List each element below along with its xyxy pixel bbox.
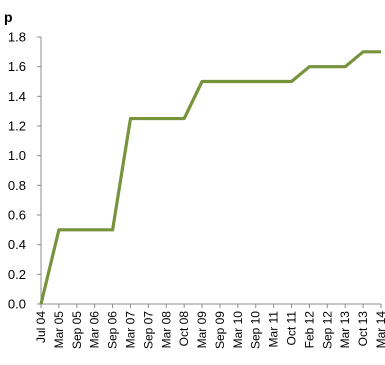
x-tick-label: Mar 07	[123, 311, 137, 349]
y-axis: 0.0 0.2 0.4 0.6 0.8 1.0 1.2 1.4 1.6 1.8	[8, 30, 42, 312]
data-point	[111, 228, 114, 231]
data-point	[344, 65, 347, 68]
x-tick-label: Sep 10	[249, 311, 263, 349]
x-tick-label: Oct 13	[356, 311, 370, 347]
data-point	[57, 228, 60, 231]
y-tick-label: 0.8	[8, 178, 26, 193]
data-point	[201, 80, 204, 83]
data-point	[40, 303, 43, 306]
data-point	[290, 80, 293, 83]
data-point	[362, 50, 365, 53]
x-tick-label: Mar 14	[374, 311, 385, 349]
x-tick-label: Mar 09	[195, 311, 209, 349]
data-point	[380, 50, 383, 53]
y-unit-label: p	[4, 9, 13, 25]
x-tick-label: Jul 04	[34, 311, 48, 343]
x-tick-label: Mar 05	[52, 311, 66, 349]
x-tick-label: Mar 11	[267, 311, 281, 348]
data-point	[218, 80, 221, 83]
data-point	[183, 117, 186, 120]
y-tick-label: 0.2	[8, 267, 26, 282]
y-tick-label: 0.4	[8, 237, 26, 252]
data-point	[75, 228, 78, 231]
x-axis: Jul 04 Mar 05 Sep 05 Mar 06 Sep 06 Mar 07 Sep …	[34, 303, 385, 349]
x-tick-label: Mar 13	[338, 311, 352, 349]
x-tick-label: Mar 06	[88, 311, 102, 349]
y-tick-label: 1.6	[8, 59, 26, 74]
x-tick-label: Oct 11	[285, 311, 299, 346]
x-tick-label: Sep 12	[320, 311, 334, 349]
data-point	[165, 117, 168, 120]
y-tick-label: 0.6	[8, 208, 26, 223]
x-tick-label: Sep 07	[141, 311, 155, 349]
x-tick-label: Feb 12	[302, 311, 316, 349]
x-tick-label: Mar 10	[231, 311, 245, 349]
series-layer	[39, 50, 383, 306]
y-tick-label: 1.8	[8, 30, 26, 45]
data-point	[93, 228, 96, 231]
x-tick-label: Sep 05	[70, 311, 84, 349]
data-point	[236, 80, 239, 83]
data-point	[308, 65, 311, 68]
y-tick-label: 0.0	[8, 297, 26, 312]
data-point	[147, 117, 150, 120]
x-tick-label: Oct 08	[177, 311, 191, 347]
y-tick-label: 1.2	[8, 119, 26, 134]
x-tick-label: Sep 09	[213, 311, 227, 349]
x-tick-label: Mar 08	[159, 311, 173, 349]
y-tick-label: 1.4	[8, 89, 26, 104]
series-line	[39, 50, 381, 305]
data-point	[272, 80, 275, 83]
y-tick-label: 1.0	[8, 148, 26, 163]
data-point	[129, 117, 132, 120]
data-point	[254, 80, 257, 83]
x-tick-label: Sep 06	[106, 311, 120, 349]
data-point	[326, 65, 329, 68]
